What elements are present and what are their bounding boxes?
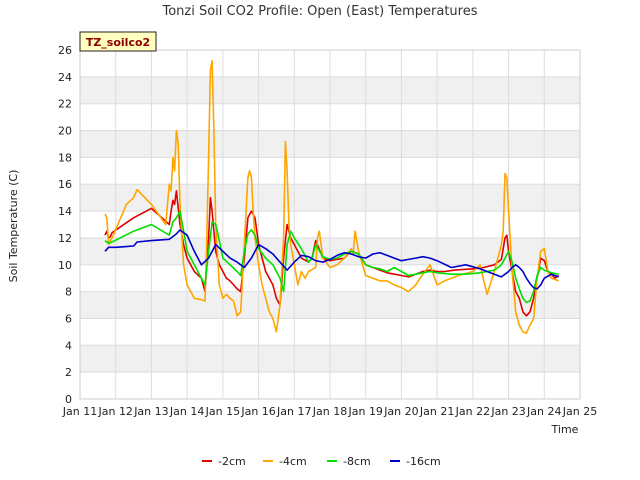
legend-label: -4cm bbox=[279, 455, 307, 468]
y-tick-label: 14 bbox=[58, 205, 72, 218]
y-axis-label: Soil Temperature (C) bbox=[7, 170, 20, 283]
y-tick-label: 0 bbox=[65, 393, 72, 406]
legend-label: -2cm bbox=[218, 455, 246, 468]
series-line-16cm bbox=[104, 229, 559, 290]
series-badge: TZ_soilco2 bbox=[79, 31, 157, 52]
x-tick-label: Jan 16 bbox=[240, 405, 275, 418]
legend-label: -16cm bbox=[406, 455, 441, 468]
legend: -2cm -4cm -8cm -16cm bbox=[202, 455, 441, 468]
x-tick-label: Jan 21 bbox=[419, 405, 454, 418]
badge-label: TZ_soilco2 bbox=[86, 36, 150, 49]
x-tick-label: Jan 19 bbox=[347, 405, 382, 418]
legend-label: -8cm bbox=[343, 455, 371, 468]
x-axis-label: Time bbox=[551, 423, 579, 436]
x-tick-label: Jan 14 bbox=[169, 405, 204, 418]
series-line-2cm bbox=[104, 190, 560, 317]
x-tick-label: Jan 13 bbox=[133, 405, 168, 418]
x-tick-label: Jan 15 bbox=[205, 405, 240, 418]
x-tick-label: Jan 25 bbox=[562, 405, 597, 418]
y-tick-label: 10 bbox=[58, 259, 72, 272]
series-line-8cm bbox=[104, 210, 559, 304]
y-tick-label: 18 bbox=[58, 151, 72, 164]
x-tick-label: Jan 11 bbox=[62, 405, 97, 418]
plot-frame bbox=[79, 49, 581, 400]
y-tick-label: 22 bbox=[58, 98, 72, 111]
x-tick-label: Jan 24 bbox=[526, 405, 561, 418]
y-tick-label: 6 bbox=[65, 312, 72, 325]
y-tick-label: 26 bbox=[58, 44, 72, 57]
chart-title: Tonzi Soil CO2 Profile: Open (East) Temp… bbox=[161, 4, 477, 19]
x-tick-label: Jan 18 bbox=[312, 405, 347, 418]
y-tick-label: 4 bbox=[65, 339, 72, 352]
series-line-4cm bbox=[104, 59, 559, 335]
x-tick-label: Jan 23 bbox=[490, 405, 525, 418]
x-tick-label: Jan 22 bbox=[455, 405, 490, 418]
badge-box bbox=[79, 31, 157, 52]
y-tick-label: 20 bbox=[58, 125, 72, 138]
x-tick-label: Jan 12 bbox=[97, 405, 132, 418]
x-axis-ticks: Jan 11 Jan 12 Jan 13 Jan 14 Jan 15 Jan 16 Jan … bbox=[62, 405, 597, 418]
y-tick-label: 12 bbox=[58, 232, 72, 245]
x-tick-label: Jan 20 bbox=[383, 405, 418, 418]
x-tick-label: Jan 17 bbox=[276, 405, 311, 418]
y-tick-label: 8 bbox=[65, 286, 72, 299]
series-lines bbox=[104, 59, 560, 335]
y-tick-label: 16 bbox=[58, 178, 72, 191]
y-tick-label: 24 bbox=[58, 71, 72, 84]
y-tick-label: 2 bbox=[65, 366, 72, 379]
